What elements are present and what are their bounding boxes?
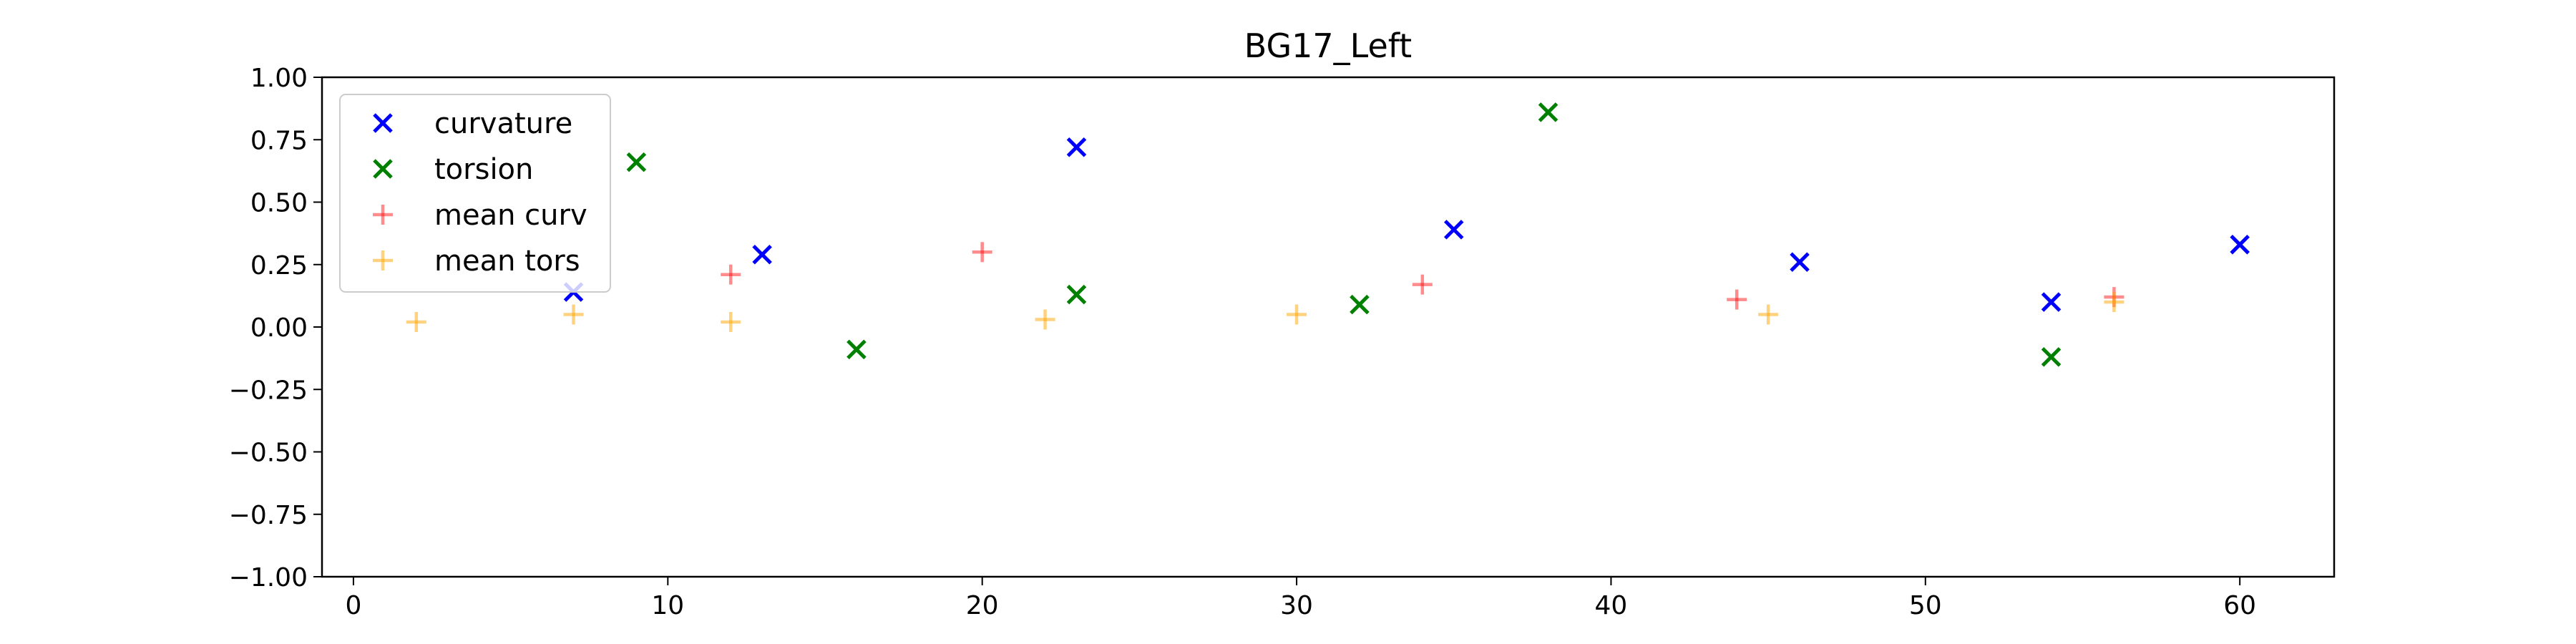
marker-stroke [1066, 137, 1087, 157]
point-torsion [1066, 284, 1087, 305]
legend-label: curvature [434, 107, 572, 140]
legend-marker-torsion [373, 159, 393, 179]
point-mean-curv [972, 242, 992, 263]
marker-stroke [1538, 102, 1558, 122]
point-torsion [2041, 347, 2062, 367]
point-mean-tors [721, 312, 741, 333]
marker-stroke [2041, 347, 2062, 367]
marker-stroke [626, 152, 647, 172]
point-curvature [2230, 235, 2250, 255]
marker-stroke [1066, 284, 1087, 305]
point-torsion [626, 152, 647, 172]
point-mean-tors [563, 304, 584, 325]
x-tick-label: 60 [2223, 591, 2256, 620]
y-axis: 1.00 0.75 0.50 0.25 0.00 −0.25 −0.50 −0.75 −1.00 [229, 64, 322, 592]
x-tick-label: 0 [345, 591, 361, 620]
point-curvature [1066, 137, 1087, 157]
point-torsion [1538, 102, 1558, 122]
y-tick-label: −1.00 [229, 563, 308, 592]
legend-box [339, 94, 611, 293]
y-tick-label: 0.75 [250, 126, 308, 155]
y-tick-label: −0.75 [229, 501, 308, 530]
point-torsion [1350, 294, 1370, 315]
y-tick-label: −0.25 [229, 376, 308, 405]
y-tick-label: 0.00 [250, 313, 308, 343]
marker-stroke [1350, 294, 1370, 315]
x-tick-label: 30 [1280, 591, 1313, 620]
point-torsion [847, 339, 867, 360]
point-curvature [2041, 292, 2062, 312]
y-tick-label: 1.00 [250, 64, 308, 93]
point-mean-tors [1035, 309, 1055, 330]
marker-stroke [373, 113, 393, 133]
y-tick-label: 0.25 [250, 251, 308, 280]
legend-marker-mean-tors [373, 250, 393, 270]
legend-marker-curvature [373, 113, 393, 133]
point-mean-tors [2104, 292, 2124, 313]
marker-stroke [373, 159, 393, 179]
point-curvature [752, 245, 772, 265]
x-tick-label: 20 [966, 591, 999, 620]
legend-marker-mean-curv [373, 205, 393, 225]
x-tick-label: 50 [1909, 591, 1942, 620]
legend-label: mean tors [434, 245, 580, 278]
marker-stroke [1443, 220, 1464, 240]
point-mean-tors [406, 312, 426, 333]
marker-stroke [752, 245, 772, 265]
marker-stroke [2230, 235, 2250, 255]
point-mean-curv [1727, 289, 1747, 310]
point-mean-tors [1287, 304, 1307, 325]
point-curvature [1790, 252, 1810, 273]
marker-stroke [1790, 252, 1810, 273]
data-markers [406, 102, 2250, 367]
y-tick-label: −0.50 [229, 439, 308, 468]
plot-area: 0 10 20 30 40 50 60 1.00 0.75 0.50 0.25 0.00 −0.25 −… [229, 64, 2336, 620]
point-curvature [1443, 220, 1464, 240]
point-mean-tors [1758, 304, 1779, 325]
legend: curvature torsion mean curv mean tors [339, 94, 611, 293]
marker-stroke [847, 339, 867, 360]
x-tick-label: 10 [651, 591, 684, 620]
point-mean-curv [1412, 274, 1433, 295]
point-mean-curv [721, 264, 741, 285]
legend-label: torsion [434, 153, 533, 186]
x-tick-label: 40 [1595, 591, 1628, 620]
chart-title: BG17_Left [1244, 26, 1412, 65]
legend-label: mean curv [434, 199, 587, 232]
marker-stroke [2041, 292, 2062, 312]
y-tick-label: 0.50 [250, 189, 308, 218]
x-axis: 0 10 20 30 40 50 60 [345, 577, 2256, 620]
